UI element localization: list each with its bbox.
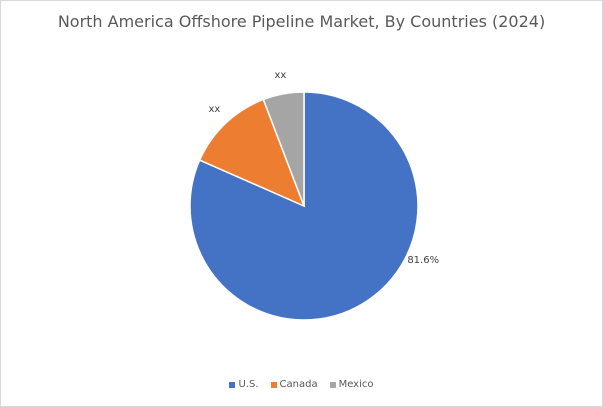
legend-label-us: U.S.	[238, 379, 259, 390]
pie-slice-mexico	[262, 91, 305, 207]
legend-item-mexico: Mexico	[329, 379, 374, 390]
data-label-us: 81.6%	[407, 255, 439, 266]
data-label-mexico: xx	[275, 70, 287, 81]
legend-item-us: U.S.	[229, 379, 259, 390]
data-label-canada: xx	[208, 104, 220, 115]
legend: U.S. Canada Mexico	[1, 379, 602, 390]
legend-label-canada: Canada	[279, 379, 318, 390]
chart-title: North America Offshore Pipeline Market, …	[57, 12, 546, 31]
legend-swatch-canada	[270, 381, 277, 388]
legend-item-canada: Canada	[270, 379, 318, 390]
legend-label-mexico: Mexico	[338, 379, 374, 390]
legend-swatch-us	[229, 381, 236, 388]
legend-swatch-mexico	[329, 381, 336, 388]
pie-slice-canada	[198, 98, 306, 208]
